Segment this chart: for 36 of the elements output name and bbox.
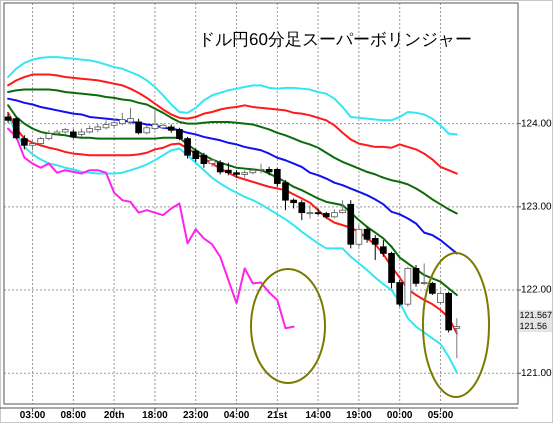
x-tick-label: 08:00 [60, 410, 87, 421]
candlestick [437, 291, 444, 305]
candlestick [453, 318, 460, 359]
line-series [7, 98, 458, 254]
candlestick [70, 128, 77, 140]
line-series [7, 112, 458, 334]
x-tick-label: 04:00 [224, 410, 250, 421]
x-tick-label: 00:00 [386, 410, 413, 421]
x-tick-label: 05:00 [428, 410, 454, 421]
candlestick [135, 118, 142, 135]
candlestick [428, 281, 436, 296]
line-series [7, 104, 458, 296]
x-tick-label: 21st [267, 410, 288, 421]
y-tick-label: 123.00 [521, 201, 552, 212]
line-series [7, 114, 458, 374]
y-tick-label: 121.00 [521, 368, 552, 379]
line-series [7, 74, 458, 175]
candlestick [356, 224, 362, 248]
candlestick [420, 262, 428, 286]
x-tick-label: 03:00 [20, 410, 46, 421]
x-tick-label: 23:00 [182, 410, 209, 421]
y-tick-label: 122.00 [521, 284, 552, 296]
line-series [7, 56, 458, 136]
line-series [7, 88, 458, 214]
text: 121.567 [520, 310, 552, 320]
candlestick [21, 134, 28, 150]
candlestick [306, 204, 314, 219]
x-tick-label: 20th [104, 410, 124, 421]
x-tick-label: 18:00 [142, 410, 168, 421]
x-tick-label: 19:00 [346, 410, 372, 421]
text: ドル円60分足スーパーボリンジャー [198, 30, 472, 49]
candlestick [412, 264, 420, 288]
x-tick-label: 14:00 [305, 410, 332, 421]
line-series [7, 128, 295, 330]
text: 121.56 [520, 321, 548, 332]
y-tick-label: 124.00 [521, 118, 552, 130]
